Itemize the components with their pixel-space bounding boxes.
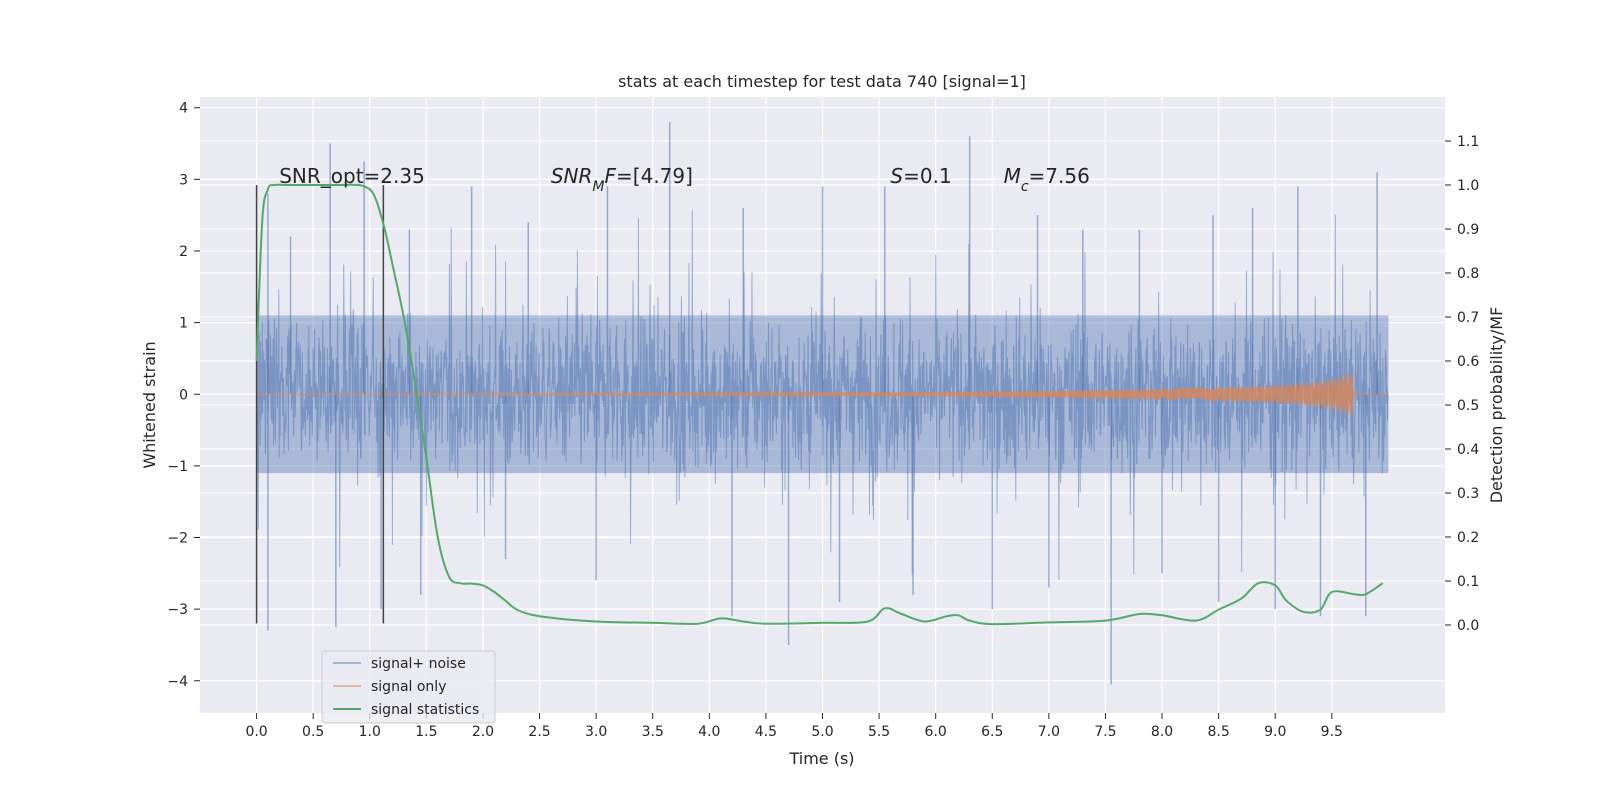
y-tick-label-right: 0.1 (1457, 574, 1479, 590)
series-signal-statistics (255, 183, 1384, 626)
y-tick-label-right: 0.0 (1457, 618, 1479, 634)
y-tick-label-left: −3 (167, 602, 188, 618)
x-tick-label: 5.0 (811, 724, 833, 740)
y-tick-label-right: 0.6 (1457, 354, 1479, 370)
legend-label-signal-plus-noise: signal+ noise (371, 656, 466, 672)
y-tick-label-right: 0.4 (1457, 442, 1479, 458)
y-tick-label-right: 0.8 (1457, 266, 1479, 282)
x-tick-label: 0.0 (245, 724, 267, 740)
x-tick-label: 4.0 (698, 724, 720, 740)
x-tick-label: 1.0 (359, 724, 381, 740)
y-tick-label-right: 0.7 (1457, 310, 1479, 326)
x-tick-label: 7.5 (1094, 724, 1116, 740)
x-tick-label: 2.0 (472, 724, 494, 740)
y-tick-label-right: 1.0 (1457, 178, 1479, 194)
signal-only-trace (256, 373, 1389, 417)
x-tick-label: 9.5 (1321, 724, 1343, 740)
axis-ticks: 0.0 0.5 1.0 1.5 2.0 2.5 3.0 3.5 4.0 4.5 5.0 5.5 6.0 6… (167, 101, 1479, 740)
chart-title: stats at each timestep for test data 740… (618, 72, 1026, 91)
series-signal-only (256, 373, 1389, 417)
y-tick-label-left: −1 (167, 459, 188, 475)
y-tick-label-right: 0.5 (1457, 398, 1479, 414)
legend-label-signal-only: signal only (371, 679, 446, 695)
annotation-s: S=0.1 (890, 164, 951, 188)
y-tick-label-left: 2 (179, 244, 188, 260)
x-tick-label: 9.0 (1264, 724, 1286, 740)
y-tick-label-left: −4 (167, 674, 188, 690)
x-tick-label: 0.5 (302, 724, 324, 740)
legend-box (321, 650, 496, 724)
vertical-markers (255, 185, 385, 624)
legend-label-signal-statistics: signal statistics (371, 702, 479, 718)
y-axis-label-left: Whitened strain (140, 341, 159, 468)
y-tick-label-left: −2 (167, 531, 188, 547)
x-tick-label: 5.5 (868, 724, 890, 740)
y-tick-label-right: 0.3 (1457, 486, 1479, 502)
y-tick-label-left: 0 (179, 387, 188, 403)
x-tick-label: 3.5 (642, 724, 664, 740)
y-tick-label-left: 3 (179, 172, 188, 188)
annotation-snr-opt: SNR_opt=2.35 (279, 164, 425, 188)
y-tick-label-right: 0.2 (1457, 530, 1479, 546)
y-tick-label-right: 0.9 (1457, 222, 1479, 238)
y-axis-label-right: Detection probability/MF (1487, 307, 1506, 504)
x-tick-label: 8.0 (1151, 724, 1173, 740)
statistics-trace (255, 183, 1384, 626)
annotation-mc: Mc=7.56 (1004, 164, 1090, 195)
x-tick-label: 3.0 (585, 724, 607, 740)
x-axis-label: Time (s) (788, 749, 854, 768)
y-tick-label-left: 1 (179, 316, 188, 332)
x-tick-label: 4.5 (755, 724, 777, 740)
y-tick-label-left: 4 (179, 101, 188, 117)
x-tick-label: 6.5 (981, 724, 1003, 740)
x-tick-label: 6.0 (925, 724, 947, 740)
x-tick-label: 2.5 (528, 724, 550, 740)
legend: signal+ noise signal only signal statist… (321, 650, 496, 724)
annotation-snr-mf: SNRMF=[4.79] (551, 164, 693, 195)
x-tick-label: 8.5 (1208, 724, 1230, 740)
x-tick-label: 7.0 (1038, 724, 1060, 740)
x-tick-label: 1.5 (415, 724, 437, 740)
y-tick-label-right: 1.1 (1457, 134, 1479, 150)
annotations: SNR_opt=2.35 SNRMF=[4.79] S=0.1 Mc=7.56 (279, 164, 1090, 195)
